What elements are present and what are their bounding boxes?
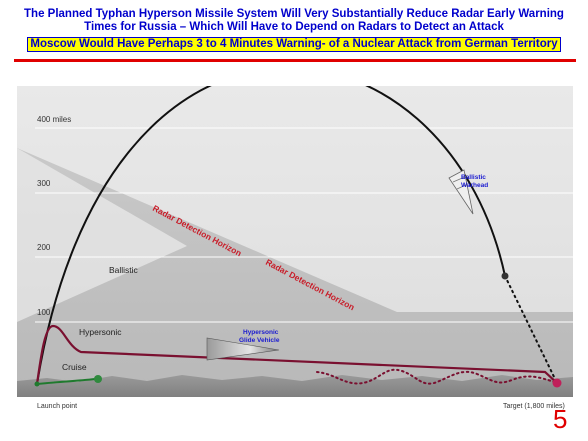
axis-label-100: 100 (37, 308, 51, 317)
cruise-label: Cruise (62, 362, 87, 372)
hypersonic-label: Hypersonic (79, 327, 122, 337)
ballistic-warhead-label-2: Warhead (461, 182, 488, 189)
title-line-1: The Planned Typhan Hyperson Missile Syst… (24, 8, 564, 20)
ballistic-label: Ballistic (109, 265, 139, 275)
target-dot (552, 378, 562, 388)
red-divider (14, 59, 576, 62)
gridlines (35, 127, 573, 323)
axis-label-300: 300 (37, 179, 51, 188)
glide-vehicle-label-1: Hypersonic (243, 329, 279, 336)
glide-vehicle-icon (206, 337, 280, 361)
launch-point-dot (34, 381, 40, 387)
cruise-missile-dot (94, 375, 102, 383)
radar-shadow-region (17, 148, 573, 386)
ground-baseline (17, 397, 573, 412)
hypersonic-maneuver-dotted (316, 368, 558, 385)
axis-label-200: 200 (37, 243, 51, 252)
ballistic-warhead-label-1: Ballistic (461, 174, 486, 181)
hypersonic-trajectory (35, 324, 558, 385)
launch-point-label: Launch point (37, 403, 77, 410)
glide-vehicle-label-2: Glide Vehicle (239, 337, 280, 344)
target-label: Target (1,800 miles) (503, 403, 565, 410)
warning-highlight: Moscow Would Have Perhaps 3 to 4 Minutes… (27, 37, 561, 52)
axis-label-400: 400 miles (37, 115, 71, 124)
near-launch-wedge (17, 148, 187, 322)
slide-number: 5 (553, 404, 568, 434)
trajectory-diagram: 400 miles 300 200 100 Ballistic Warhead … (17, 86, 573, 412)
ballistic-descent-dotted (504, 275, 558, 384)
ballistic-detection-point (501, 272, 509, 280)
cruise-trajectory (36, 378, 96, 385)
title-line-2: Times for Russia – Which Will Have to De… (84, 21, 504, 33)
